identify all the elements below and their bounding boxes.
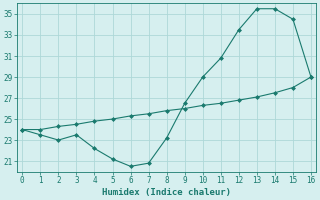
X-axis label: Humidex (Indice chaleur): Humidex (Indice chaleur) — [102, 188, 231, 197]
